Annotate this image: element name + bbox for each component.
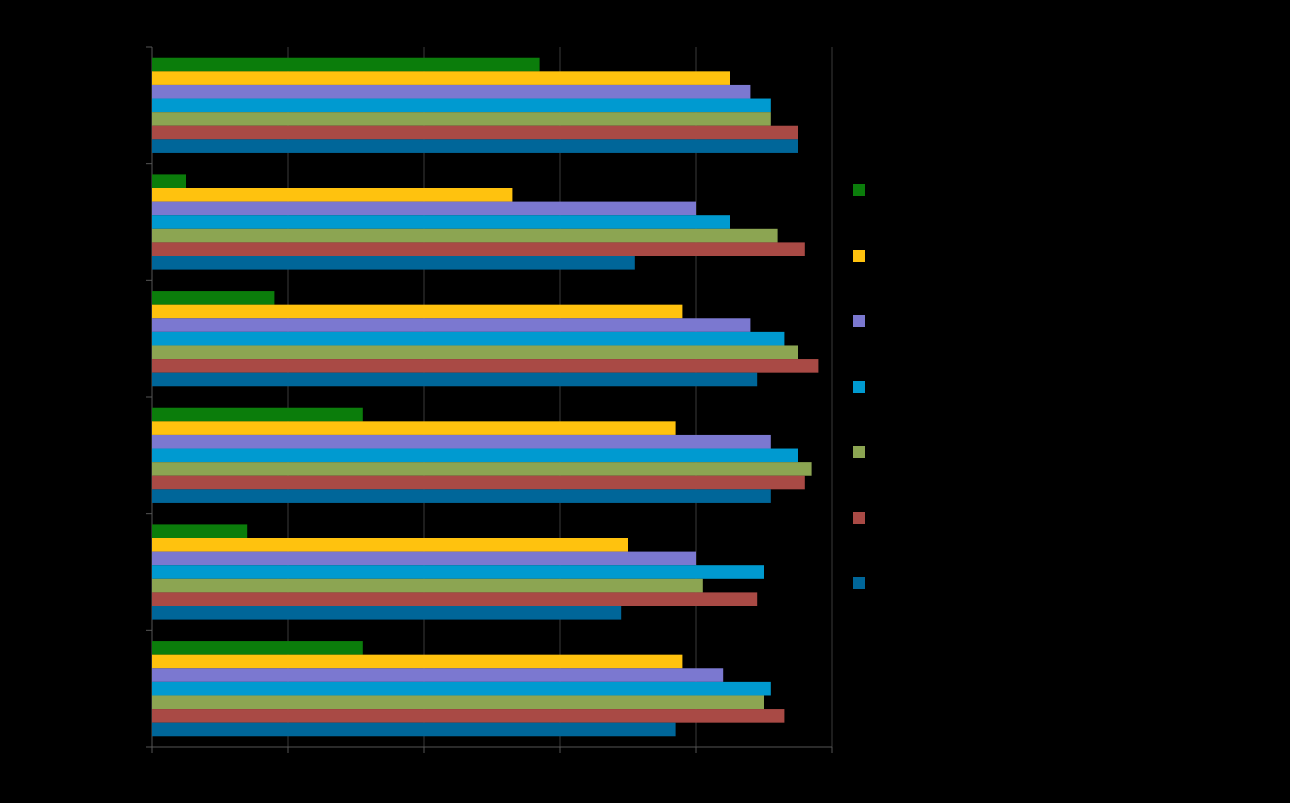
bar: [152, 448, 798, 463]
bar: [152, 201, 696, 216]
bar: [152, 291, 275, 305]
bars: [152, 57, 819, 737]
bar: [152, 345, 798, 360]
legend-swatch: [853, 511, 865, 524]
bar: [152, 722, 676, 737]
bar: [152, 578, 703, 593]
bar: [152, 681, 771, 696]
legend-swatch: [853, 184, 865, 196]
bar: [152, 462, 812, 476]
legend-swatch: [853, 577, 865, 589]
bar: [152, 489, 771, 503]
bar: [152, 125, 798, 140]
bar: [152, 57, 540, 72]
bar: [152, 654, 683, 669]
bar: [152, 421, 676, 435]
bar: [152, 565, 764, 579]
bar: [152, 304, 683, 319]
bar: [152, 372, 758, 387]
bar: [152, 318, 751, 332]
bar: [152, 695, 764, 710]
bar: [152, 228, 778, 243]
bar: [152, 524, 248, 538]
bar: [152, 592, 758, 606]
legend-swatch: [853, 315, 865, 327]
bar: [152, 242, 805, 256]
bar: [152, 668, 724, 682]
bar: [152, 331, 785, 346]
bar: [152, 434, 771, 449]
bar: [152, 112, 771, 126]
bar: [152, 359, 819, 373]
bar: [152, 188, 513, 202]
legend-swatch: [853, 249, 865, 262]
bar: [152, 139, 798, 153]
bar: [152, 71, 730, 85]
bar: [152, 606, 622, 620]
bar: [152, 256, 635, 270]
bar: [152, 84, 751, 99]
bar: [152, 174, 186, 188]
legend-swatch: [853, 380, 865, 393]
bar: [152, 538, 628, 552]
bar: [152, 709, 785, 723]
bar: [152, 551, 696, 566]
gridlines: [287, 47, 833, 747]
bar: [152, 407, 363, 422]
legend-swatch: [853, 446, 865, 458]
bar: [152, 215, 730, 229]
axes: [146, 46, 833, 753]
bar: [152, 641, 363, 655]
bar: [152, 98, 771, 113]
bar: [152, 475, 805, 490]
